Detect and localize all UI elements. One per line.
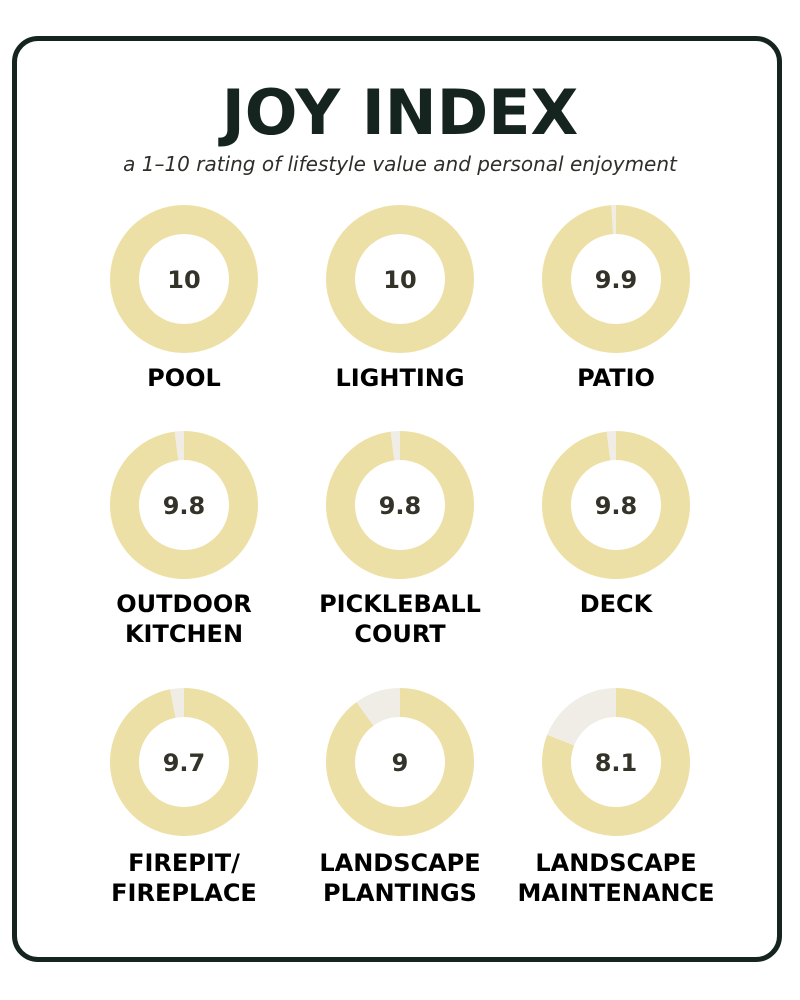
donut-category-label: PLANTINGS xyxy=(323,879,477,907)
donut-category-label: KITCHEN xyxy=(125,620,243,648)
chart-subtitle: a 1–10 rating of lifestyle value and per… xyxy=(123,152,677,176)
donut-category-label: FIREPIT/ xyxy=(128,849,240,877)
donut-category-label: DECK xyxy=(580,590,654,618)
donut-filled-arc xyxy=(326,431,475,580)
donut-filled-arc xyxy=(326,205,474,353)
donut-0: 10 POOL xyxy=(110,205,258,392)
chart-title: JOY INDEX xyxy=(221,76,579,149)
donut-category-label: COURT xyxy=(354,620,446,648)
donut-category-label: PATIO xyxy=(577,364,655,392)
donut-filled-arc xyxy=(109,688,258,837)
donut-remaining-arc xyxy=(174,431,184,461)
donut-category-label: FIREPLACE xyxy=(111,879,257,907)
donut-value-label: 9.8 xyxy=(379,492,422,520)
donut-remaining-arc xyxy=(606,431,616,461)
donut-category-label: PICKLEBALL xyxy=(319,590,481,618)
donut-value-label: 10 xyxy=(383,266,416,294)
donut-value-label: 9.9 xyxy=(595,266,638,294)
donut-remaining-arc xyxy=(611,205,616,235)
donut-filled-arc xyxy=(110,205,258,353)
donut-category-label: POOL xyxy=(147,364,221,392)
donut-2: 9.9 PATIO xyxy=(542,204,691,392)
donut-category-label: LANDSCAPE xyxy=(319,849,480,877)
donut-filled-arc xyxy=(542,204,691,354)
donut-category-label: LANDSCAPE xyxy=(535,849,696,877)
donut-6: 9.7 FIREPIT/FIREPLACE xyxy=(109,688,258,907)
donut-remaining-arc xyxy=(547,688,616,746)
donut-filled-arc xyxy=(542,688,690,837)
donut-category-label: MAINTENANCE xyxy=(518,879,715,907)
donut-filled-arc xyxy=(326,688,475,837)
donut-value-label: 9.8 xyxy=(595,492,638,520)
donut-value-label: 9.8 xyxy=(163,492,206,520)
donut-1: 10 LIGHTING xyxy=(326,205,474,392)
donut-5: 9.8 DECK xyxy=(542,431,691,618)
donut-category-label: LIGHTING xyxy=(335,364,464,392)
donut-remaining-arc xyxy=(356,688,400,726)
donut-value-label: 9 xyxy=(392,749,409,777)
donut-value-label: 9.7 xyxy=(163,749,206,777)
donut-value-label: 8.1 xyxy=(595,749,638,777)
donut-remaining-arc xyxy=(170,688,184,718)
donut-value-label: 10 xyxy=(167,266,200,294)
donut-remaining-arc xyxy=(390,431,400,461)
donut-filled-arc xyxy=(542,431,691,579)
donut-filled-arc xyxy=(110,431,259,579)
donut-category-label: OUTDOOR xyxy=(116,590,251,618)
